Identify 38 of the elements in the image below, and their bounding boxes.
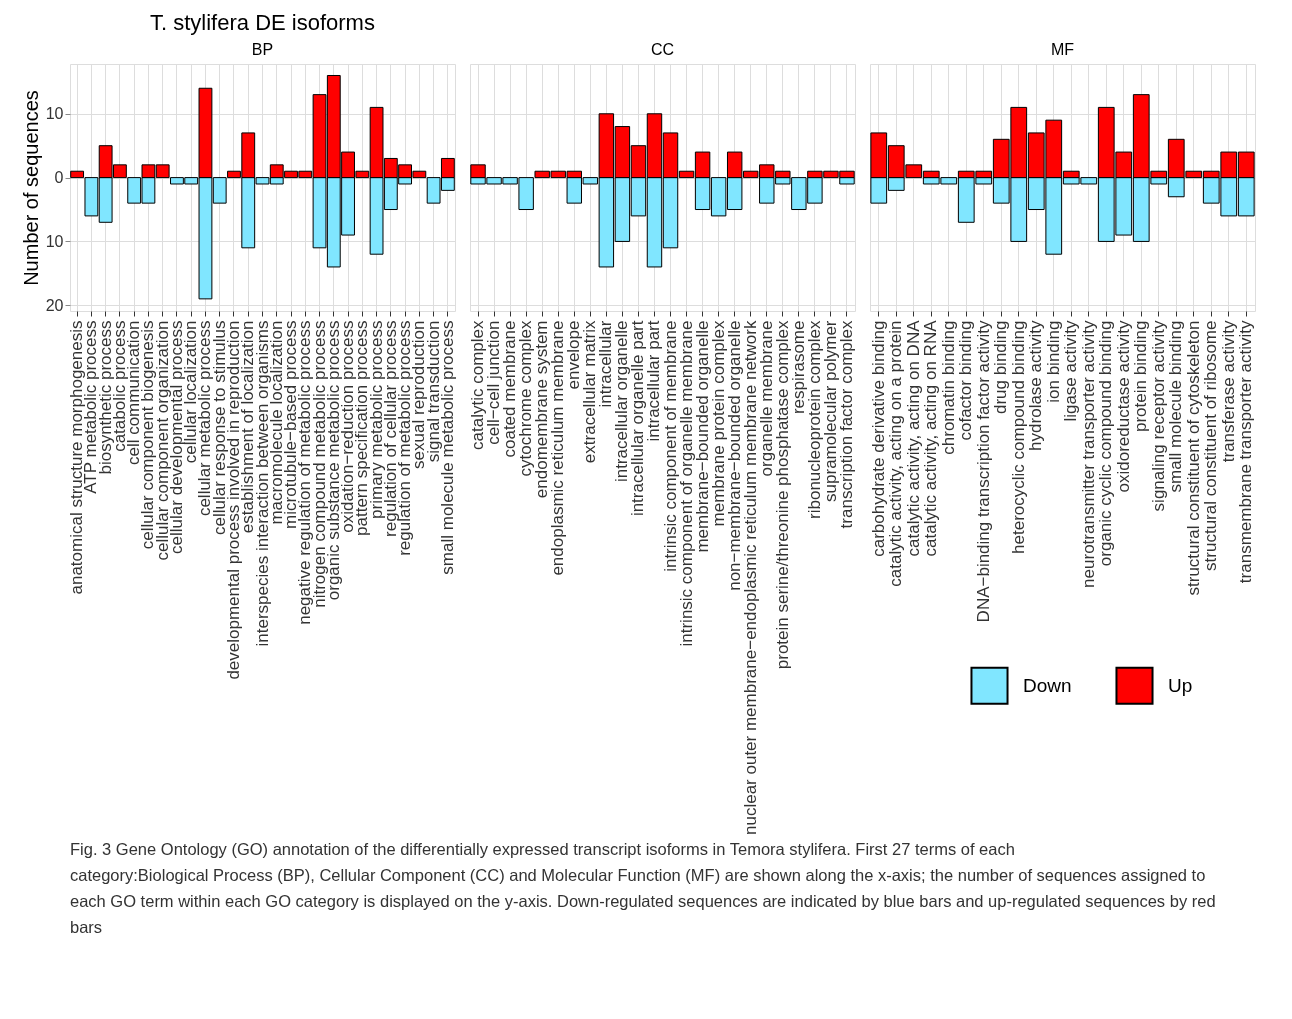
chart-subtitle: BP xyxy=(251,41,274,58)
x-tick-label: DNA−binding transcription factor activity xyxy=(973,320,993,623)
x-tick-label: envelope xyxy=(564,320,584,390)
x-tick-label: structural constituent of ribosome xyxy=(1201,320,1221,571)
y-tick-label: 0 xyxy=(54,169,64,187)
x-tick-label: signaling receptor activity xyxy=(1148,320,1168,512)
x-tick-label: ligase activity xyxy=(1061,320,1081,422)
legend-label: Up xyxy=(1168,674,1193,696)
y-axis-title: Number of sequences xyxy=(19,90,42,286)
x-tick-label: carbohydrate derivative binding xyxy=(868,320,888,557)
y-tick-label: 20 xyxy=(45,296,64,314)
x-tick-label: transferase activity xyxy=(1218,320,1238,463)
x-tick-label: catalytic activity, acting on RNA xyxy=(921,319,941,557)
x-tick-label: heterocyclic compound binding xyxy=(1008,320,1028,554)
x-tick-label: organic cyclic compound binding xyxy=(1096,320,1116,567)
x-tick-label: organelle membrane xyxy=(756,320,776,477)
caption: Fig. 3 Gene Ontology (GO) annotation of the differentially expressed transcript isoforms in Temora stylifera. First 27 terms of each category:Biological Process (BP), Cellular Component (CC) and Molecular Function (MF) are shown along the x-axis; the number of sequences assigned to each GO term within each GO category is displayed on the y-axis. Down-regulated sequences are indicated by blue bars and up-regulated sequences by red bars xyxy=(70,840,1216,936)
chart-subtitle: CC xyxy=(650,41,675,58)
x-tick-label: catalytic activity, acting on DNA xyxy=(903,319,923,557)
x-tick-label: drug binding xyxy=(991,320,1011,415)
chart-title: T. stylifera DE isoforms xyxy=(150,10,375,35)
x-tick-label: cofactor binding xyxy=(956,320,976,441)
x-tick-label: structural constituent of cytoskeleton xyxy=(1183,320,1203,596)
x-tick-label: hydrolase activity xyxy=(1026,320,1046,451)
x-tick-label: cytochrome complex xyxy=(516,320,536,477)
x-tick-label: neurotransmitter transporter activity xyxy=(1078,320,1098,588)
y-tick-label: 10 xyxy=(45,232,64,250)
x-tick-label: chromatin binding xyxy=(938,320,958,455)
x-tick-label: small molecule binding xyxy=(1166,320,1186,493)
x-tick-label: catalytic complex xyxy=(468,320,488,450)
x-tick-label: transmembrane transporter activity xyxy=(1236,320,1256,584)
y-tick-label: 10 xyxy=(45,105,64,123)
chart-subtitle: MF xyxy=(1050,41,1075,58)
x-tick-label: catalytic activity, acting on a protein xyxy=(886,320,906,587)
x-tick-label: protein binding xyxy=(1131,320,1151,433)
x-tick-label: ion binding xyxy=(1043,320,1063,403)
x-tick-label: oxidoreductase activity xyxy=(1113,320,1133,493)
legend-label: Down xyxy=(1023,674,1072,696)
